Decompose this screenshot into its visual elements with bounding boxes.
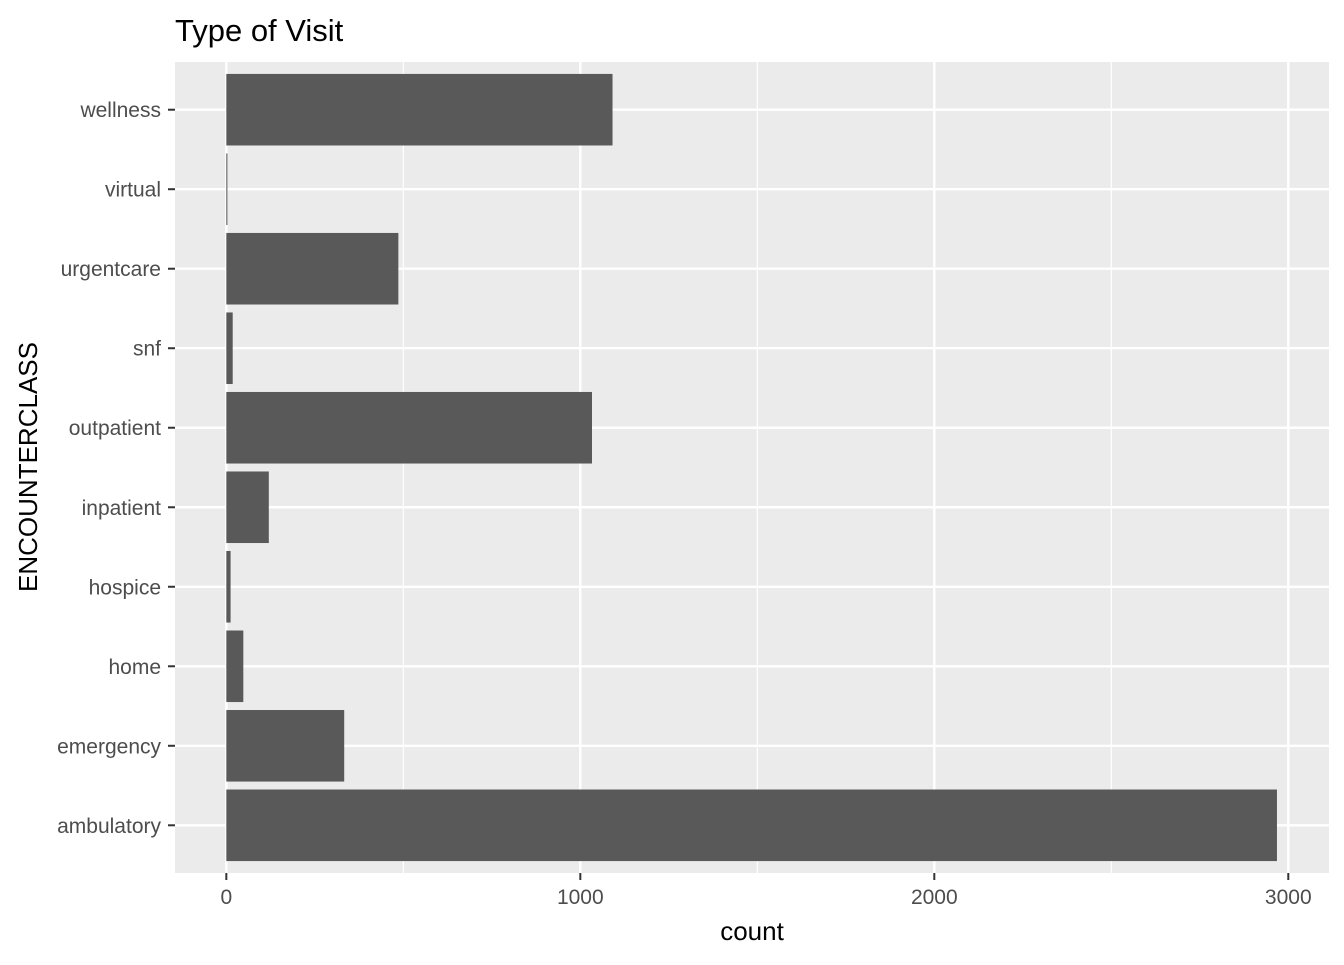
y-tick-label-hospice: hospice	[89, 576, 161, 599]
bar-virtual	[226, 153, 228, 225]
bar-wellness	[226, 73, 613, 146]
x-axis-title: count	[720, 916, 784, 946]
y-tick-label-wellness: wellness	[79, 99, 161, 122]
y-tick-label-home: home	[108, 656, 161, 679]
bar-home	[226, 630, 244, 703]
x-tick-label: 3000	[1265, 886, 1312, 909]
y-tick-label-virtual: virtual	[105, 179, 161, 202]
bars	[226, 73, 1277, 862]
bar-ambulatory	[226, 789, 1277, 862]
y-tick-label-outpatient: outpatient	[69, 417, 161, 440]
y-tick-label-snf: snf	[133, 338, 161, 361]
bar-inpatient	[226, 471, 269, 544]
chart-title: Type of Visit	[175, 13, 344, 48]
bar-hospice	[226, 550, 231, 623]
y-tick-label-urgentcare: urgentcare	[61, 258, 161, 281]
y-tick-label-inpatient: inpatient	[82, 497, 162, 520]
y-axis: ambulatory emergency home hospice inpatient o…	[57, 99, 175, 838]
bar-snf	[226, 312, 233, 385]
gridlines	[175, 62, 1329, 873]
plot-panel	[175, 62, 1329, 873]
bar-emergency	[226, 710, 345, 782]
x-axis: 0 1000 2000 3000	[220, 873, 1312, 909]
bar-outpatient	[226, 391, 592, 464]
y-tick-label-emergency: emergency	[57, 735, 161, 758]
bar-urgentcare	[226, 232, 399, 305]
y-tick-label-ambulatory: ambulatory	[57, 815, 161, 838]
x-tick-label: 1000	[557, 886, 604, 909]
x-tick-label: 2000	[911, 886, 958, 909]
y-axis-title: ENCOUNTERCLASS	[13, 342, 43, 592]
x-tick-label: 0	[220, 886, 232, 909]
